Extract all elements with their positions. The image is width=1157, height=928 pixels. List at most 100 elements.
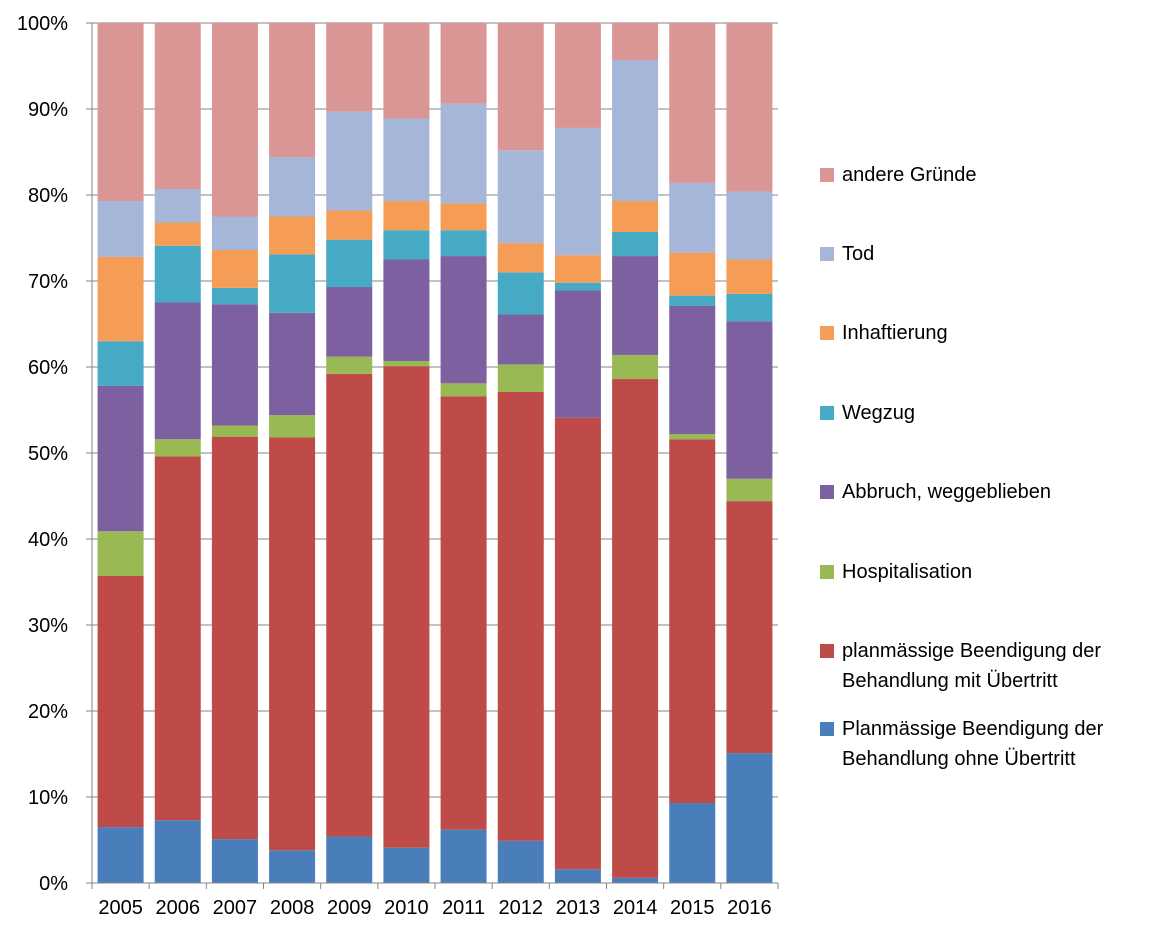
x-tick-label: 2013 — [556, 897, 601, 919]
bar-segment — [726, 293, 773, 322]
bar-segment — [269, 312, 316, 416]
bar-segment — [726, 259, 773, 294]
legend-swatch — [820, 485, 834, 499]
bar-segment — [383, 360, 430, 367]
bar-segment — [669, 439, 716, 804]
bar-segment — [497, 272, 544, 315]
bar-segment — [269, 216, 316, 255]
bar-segment — [612, 877, 659, 883]
legend-swatch — [820, 326, 834, 340]
x-tick-label: 2005 — [98, 897, 143, 919]
y-tick-labels: 0% 10% 20% 30% 40% 50% 60% 70% 80% 90% 100% — [17, 13, 68, 895]
bar-segment — [211, 287, 258, 305]
bars — [97, 23, 773, 883]
bar-segment — [269, 850, 316, 883]
bar-segment — [669, 182, 716, 253]
bar-segment — [726, 478, 773, 502]
bar-segment — [211, 304, 258, 426]
legend-label: Inhaftierung — [842, 322, 948, 344]
x-tick-label: 2016 — [727, 897, 772, 919]
x-tick-label: 2006 — [156, 897, 201, 919]
y-tick-label: 30% — [28, 615, 68, 637]
legend-swatch — [820, 565, 834, 579]
bar-segment — [326, 836, 373, 883]
bar-segment — [612, 256, 659, 355]
bar-segment — [726, 23, 773, 192]
legend-label: Planmässige Beendigung der Behandlung oh… — [842, 718, 1104, 770]
bar-segment — [154, 820, 201, 883]
y-tick-label: 100% — [17, 13, 68, 35]
bar-segment — [326, 111, 373, 211]
bar-segment — [211, 216, 258, 251]
legend-label: andere Gründe — [842, 164, 977, 186]
axes — [86, 22, 779, 889]
bar-segment — [440, 829, 487, 883]
legend-label: Abbruch, weggeblieben — [842, 481, 1052, 503]
legend-item: Hospitalisation — [820, 557, 1152, 587]
x-tick-label: 2009 — [327, 897, 372, 919]
legend-item: Tod — [820, 239, 1152, 269]
y-tick-label: 20% — [28, 701, 68, 723]
bar-segment — [97, 201, 144, 257]
bar-segment — [326, 210, 373, 240]
bar-segment — [612, 59, 659, 202]
bar-segment — [440, 396, 487, 830]
bar-segment — [383, 230, 430, 260]
legend-item: andere Gründe — [820, 160, 1152, 190]
bar-segment — [97, 827, 144, 883]
bar-segment — [726, 753, 773, 883]
y-tick-label: 10% — [28, 787, 68, 809]
bar-segment — [440, 203, 487, 231]
bar-segment — [326, 356, 373, 374]
bar-segment — [383, 847, 430, 883]
legend-swatch — [820, 168, 834, 182]
x-tick-label: 2008 — [270, 897, 315, 919]
bar-segment — [726, 501, 773, 754]
legend-item: Inhaftierung — [820, 318, 1152, 348]
gridlines — [92, 22, 778, 798]
bar-segment — [497, 364, 544, 392]
bar-segment — [612, 379, 659, 878]
bar-segment — [269, 415, 316, 438]
bar-segment — [497, 150, 544, 244]
bar-segment — [554, 417, 601, 870]
bar-segment — [669, 434, 716, 440]
bar-segment — [726, 321, 773, 479]
bar-segment — [554, 127, 601, 256]
bar-segment — [440, 23, 487, 104]
bar-segment — [154, 23, 201, 189]
y-tick-label: 50% — [28, 443, 68, 465]
legend-label: Tod — [842, 243, 875, 265]
bar-segment — [669, 803, 716, 883]
bar-segment — [269, 23, 316, 158]
bar-segment — [154, 439, 201, 457]
y-tick-label: 60% — [28, 357, 68, 379]
bar-segment — [554, 869, 601, 883]
bar-segment — [497, 840, 544, 883]
bar-segment — [554, 282, 601, 291]
bar-segment — [669, 305, 716, 435]
bar-segment — [326, 373, 373, 837]
bar-segment — [497, 243, 544, 273]
bar-segment — [211, 839, 258, 883]
bar-segment — [154, 245, 201, 303]
x-tick-label: 2014 — [613, 897, 658, 919]
y-tick-label: 40% — [28, 529, 68, 551]
bar-segment — [97, 531, 144, 576]
legend-item: Abbruch, weggeblieben — [820, 477, 1152, 507]
bar-segment — [97, 575, 144, 828]
legend-swatch — [820, 247, 834, 261]
x-tick-label: 2010 — [384, 897, 429, 919]
y-tick-label: 90% — [28, 99, 68, 121]
bar-segment — [97, 341, 144, 386]
y-tick-label: 70% — [28, 271, 68, 293]
bar-segment — [383, 23, 430, 119]
bar-segment — [440, 256, 487, 384]
bar-segment — [211, 250, 258, 288]
bar-segment — [497, 314, 544, 365]
bar-segment — [211, 23, 258, 217]
x-tick-labels: 2005 2006 2007 2008 2009 2010 2011 2012 2013 2014… — [98, 897, 771, 919]
bar-segment — [269, 437, 316, 851]
bar-segment — [326, 287, 373, 357]
legend-swatch — [820, 644, 834, 658]
